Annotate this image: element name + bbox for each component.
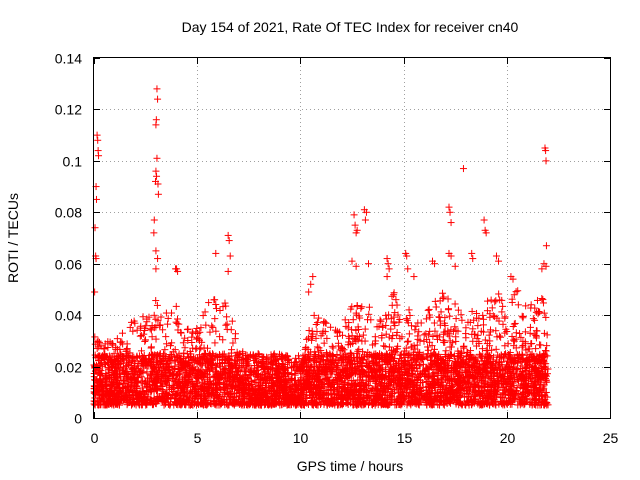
data-point [231, 335, 239, 343]
data-point [315, 314, 323, 322]
data-point [526, 323, 534, 331]
data-point [486, 326, 494, 334]
data-point [521, 328, 529, 336]
data-point [172, 302, 180, 310]
data-point [512, 329, 520, 337]
data-point [177, 328, 185, 336]
data-point [159, 326, 167, 334]
data-point [91, 333, 99, 341]
data-point [141, 337, 149, 345]
data-point [422, 315, 430, 323]
chart-title: Day 154 of 2021, Rate Of TEC Index for r… [182, 19, 519, 35]
data-point [172, 318, 180, 326]
data-point [338, 331, 346, 339]
data-point [492, 297, 500, 305]
data-point [387, 325, 395, 333]
data-point [329, 344, 337, 352]
data-point [376, 316, 384, 324]
data-point [514, 301, 522, 309]
data-point [410, 348, 418, 356]
data-point [403, 338, 411, 346]
data-point [424, 343, 432, 351]
data-point [485, 331, 493, 339]
data-point [518, 343, 526, 351]
data-point [193, 324, 201, 332]
data-point [516, 329, 524, 337]
data-point [403, 316, 411, 324]
data-point [475, 314, 483, 322]
data-point [497, 333, 505, 341]
data-point [488, 304, 496, 312]
data-point [313, 343, 321, 351]
data-point [93, 345, 101, 353]
data-point [229, 339, 237, 347]
data-point [538, 294, 546, 302]
data-point [481, 336, 489, 344]
data-point [437, 308, 445, 316]
data-point [357, 304, 365, 312]
data-point [429, 332, 437, 340]
data-point [414, 332, 422, 340]
data-point [305, 350, 313, 358]
data-point [431, 345, 439, 353]
data-point [531, 316, 539, 324]
data-point [196, 345, 204, 353]
data-point [382, 330, 390, 338]
data-point [426, 313, 434, 321]
data-point [216, 333, 224, 341]
data-point [156, 321, 164, 329]
data-point [491, 298, 499, 306]
data-point [152, 323, 160, 331]
data-point [446, 312, 454, 320]
data-point [310, 311, 318, 319]
data-point [533, 296, 541, 304]
data-point [502, 325, 510, 333]
data-point [364, 316, 372, 324]
data-point [328, 342, 336, 350]
data-point [164, 314, 172, 322]
data-point [152, 335, 160, 343]
scatter-points [90, 85, 552, 409]
data-point [216, 306, 224, 314]
data-point [219, 336, 227, 344]
data-point [148, 333, 156, 341]
data-point [440, 293, 448, 301]
data-point [536, 341, 544, 349]
data-point [543, 342, 551, 350]
data-point [292, 358, 300, 366]
data-point [508, 332, 516, 340]
data-point [416, 337, 424, 345]
data-point [348, 326, 356, 334]
data-point [126, 323, 134, 331]
data-point [163, 340, 171, 348]
data-point [394, 311, 402, 319]
data-point [166, 342, 174, 350]
data-point [452, 315, 460, 323]
data-point [431, 297, 439, 305]
data-point [177, 329, 185, 337]
data-point [137, 347, 145, 355]
data-point [474, 331, 482, 339]
data-point [212, 327, 220, 335]
data-point [501, 329, 509, 337]
data-point [408, 343, 416, 351]
data-point [469, 325, 477, 333]
data-point [482, 347, 490, 355]
data-point [156, 321, 164, 329]
data-point [430, 319, 438, 327]
data-point [161, 346, 169, 354]
data-point [492, 327, 500, 335]
data-point [200, 344, 208, 352]
data-point [484, 297, 492, 305]
data-point [255, 351, 263, 359]
data-point [150, 311, 158, 319]
data-point [145, 313, 153, 321]
data-point [469, 337, 477, 345]
data-point [499, 320, 507, 328]
data-point [137, 332, 145, 340]
data-point [382, 311, 390, 319]
